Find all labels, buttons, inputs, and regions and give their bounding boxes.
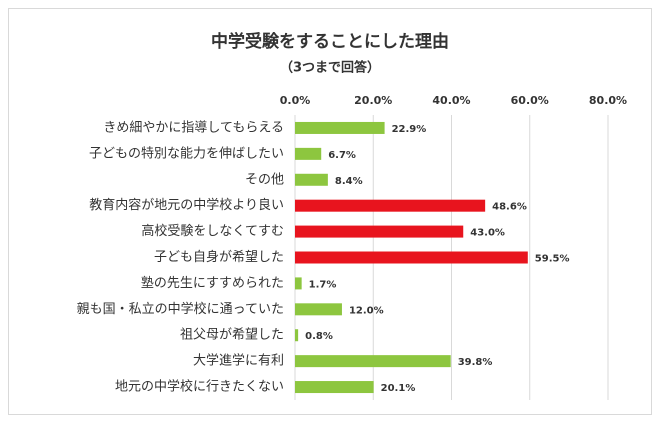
bar xyxy=(295,303,342,316)
value-label: 1.7% xyxy=(309,279,337,290)
value-label: 59.5% xyxy=(535,254,570,265)
bar xyxy=(295,147,322,160)
y-tick-label: 地元の中学校に行きたくない xyxy=(115,379,284,395)
x-tick-label: 20.0% xyxy=(354,94,392,107)
value-label: 12.0% xyxy=(349,305,384,316)
bar xyxy=(295,251,528,264)
chart-subtitle: （3つまで回答） xyxy=(280,60,380,76)
y-tick-label: 高校受験をしなくてすむ xyxy=(141,223,284,239)
y-tick-label: 教育内容が地元の中学校より良い xyxy=(89,197,284,213)
bar xyxy=(295,121,385,134)
x-tick-label: 80.0% xyxy=(589,94,627,107)
value-label: 48.6% xyxy=(492,202,527,213)
y-tick-label: 大学進学に有利 xyxy=(193,353,284,369)
y-tick-label: 子どもの特別な能力を伸ばしたい xyxy=(89,146,284,161)
x-tick-label: 60.0% xyxy=(511,94,549,107)
y-tick-label: その他 xyxy=(245,172,284,187)
value-label: 20.1% xyxy=(381,383,416,394)
value-label: 8.4% xyxy=(335,176,363,187)
bar xyxy=(295,329,299,342)
bar xyxy=(295,355,451,368)
value-label: 39.8% xyxy=(458,357,493,368)
value-label: 22.9% xyxy=(392,124,427,135)
y-tick-label: 塾の先生にすすめられた xyxy=(141,275,284,291)
y-tick-label: 祖父母が希望した xyxy=(180,327,284,343)
value-label: 0.8% xyxy=(305,331,333,342)
y-tick-label: 子ども自身が希望した xyxy=(154,249,284,265)
y-tick-label: きめ細やかに指導してもらえる xyxy=(103,120,284,135)
bar xyxy=(295,277,302,290)
bar xyxy=(295,199,486,212)
value-label: 6.7% xyxy=(328,150,356,161)
y-tick-label: 親も国・私立の中学校に通っていた xyxy=(77,301,284,317)
bar xyxy=(295,381,374,394)
value-label: 43.0% xyxy=(470,228,505,239)
bar xyxy=(295,173,328,186)
x-tick-label: 0.0% xyxy=(280,94,311,107)
chart-title: 中学受験をすることにした理由 xyxy=(211,31,449,52)
bar xyxy=(295,225,464,238)
x-tick-label: 40.0% xyxy=(432,94,470,107)
